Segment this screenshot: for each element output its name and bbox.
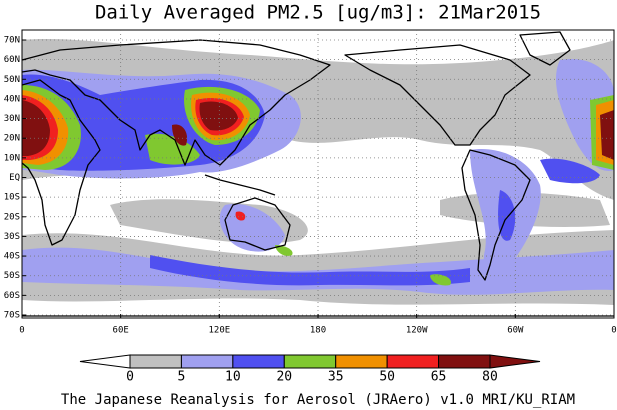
map: 70N 60N 50N 40N 30N 20N 10N EQ 10S 20S 30S 40S 50S 60…	[4, 29, 617, 336]
colorbar-label: 0	[126, 370, 134, 385]
lat-label: 30S	[4, 232, 20, 242]
colorbar-segment	[180, 354, 234, 369]
colorbar-label: 10	[225, 370, 241, 385]
lon-label: 60E	[113, 326, 129, 336]
lon-label: 120W	[406, 326, 428, 336]
colorbar-segment	[335, 354, 388, 369]
lat-label: EQ	[9, 173, 20, 183]
colorbar-label: 65	[431, 370, 447, 385]
colorbar-label: 50	[379, 370, 395, 385]
colorbar-label: 80	[482, 370, 498, 385]
colorbar-segment	[232, 354, 285, 369]
lat-label: 40S	[4, 252, 20, 262]
lon-label: 0	[19, 326, 24, 336]
lat-label: 10S	[4, 193, 20, 203]
colorbar-high-triangle	[489, 354, 541, 369]
colorbar-segment	[283, 354, 337, 369]
lon-label: 0	[611, 326, 616, 336]
lat-label: 50S	[4, 271, 20, 281]
colorbar-segment	[438, 354, 491, 369]
lat-label: 50N	[4, 75, 20, 85]
footer: The Japanese Reanalysis for Aerosol (JRA…	[61, 392, 575, 408]
lat-label: 10N	[4, 153, 20, 163]
lon-label: 60W	[507, 326, 524, 336]
lat-label: 40N	[4, 94, 20, 104]
colorbar-segment	[129, 354, 182, 369]
lat-label: 70S	[4, 311, 20, 321]
lon-label: 180	[310, 326, 326, 336]
lat-label: 30N	[4, 114, 20, 124]
lat-label: 60S	[4, 291, 20, 301]
lat-label: 70N	[4, 36, 20, 46]
colorbar-label: 20	[276, 370, 292, 385]
title: Daily Averaged PM2.5 [ug/m3]: 21Mar2015	[95, 2, 541, 24]
colorbar-low-triangle	[79, 354, 131, 369]
lat-label: 20S	[4, 212, 20, 222]
lat-label: 20N	[4, 134, 20, 144]
colorbar-label: 5	[178, 370, 186, 385]
lat-label: 60N	[4, 55, 20, 65]
colorbar-segment	[386, 354, 440, 369]
colorbar-label: 35	[328, 370, 344, 385]
colorbar: 0 5 10 20 35 50 65 80	[79, 354, 541, 385]
lon-label: 120E	[208, 326, 230, 336]
